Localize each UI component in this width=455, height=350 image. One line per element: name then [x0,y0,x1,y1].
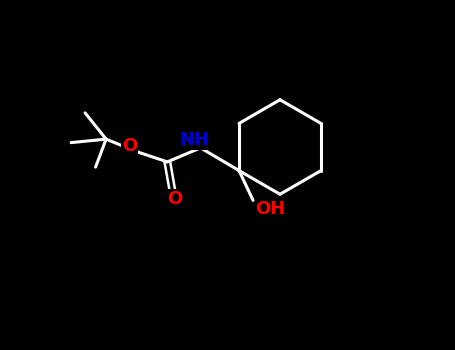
Text: NH: NH [179,131,209,149]
Text: O: O [122,137,137,155]
Text: OH: OH [255,200,286,218]
Text: O: O [167,190,182,208]
